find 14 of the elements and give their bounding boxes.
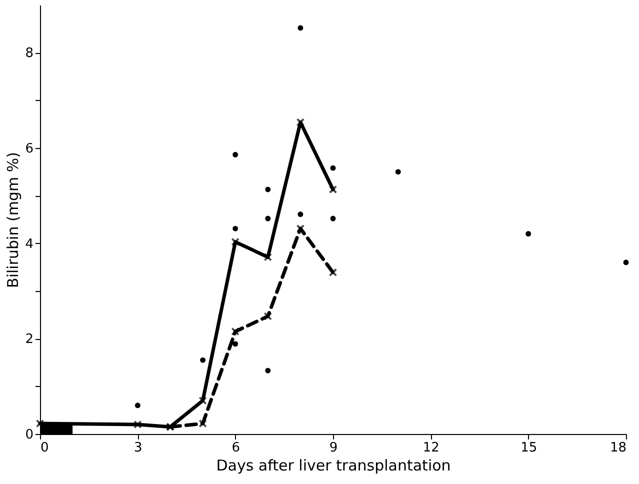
y-tick-label: 4 [25,236,34,252]
x-tick-label: 0 [40,440,49,456]
x-tick-label: 18 [610,440,626,456]
y-tick-label: 6 [25,142,34,156]
x-tick-label: 12 [422,440,440,456]
x-tick-label: 9 [329,440,338,456]
y-tick-label: 2 [25,332,34,348]
y-axis-title: Bilirubin (mgm %) [4,152,22,288]
x-axis-title: Days after liver transplantation [216,456,451,474]
y-tick-label: 8 [25,46,34,62]
x-tick-label: 6 [232,440,240,456]
y-tick-label: 0 [25,428,34,442]
x-tick-label: 15 [520,440,538,456]
x-tick-label: 3 [134,440,142,456]
